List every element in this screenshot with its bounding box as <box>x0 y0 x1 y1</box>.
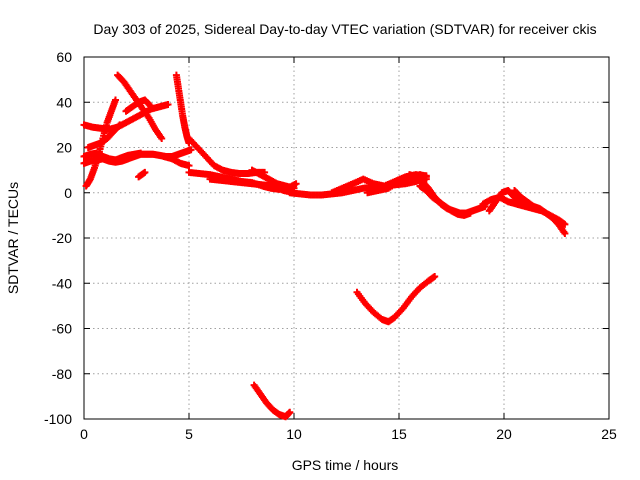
series-arc-s <box>364 171 430 197</box>
x-tick-label: 20 <box>496 426 512 442</box>
x-tick-labels: 0 5 10 15 20 25 <box>80 426 617 442</box>
data-point <box>116 121 124 129</box>
axis-ticks <box>83 56 610 420</box>
y-tick-label: -40 <box>52 275 72 291</box>
series-arc-j <box>160 153 193 170</box>
y-tick-label: 60 <box>56 49 72 65</box>
chart-title: Day 303 of 2025, Sidereal Day-to-day VTE… <box>93 21 596 37</box>
series-arc-u <box>416 182 474 219</box>
y-tick-labels: -100 -80 -60 -40 -20 0 20 40 60 <box>44 49 72 427</box>
data-point <box>466 209 474 217</box>
y-tick-label: 0 <box>64 185 72 201</box>
data-point <box>187 146 195 154</box>
data-point <box>115 122 123 130</box>
data-point <box>561 220 569 228</box>
y-tick-label: 40 <box>56 94 72 110</box>
data-point <box>112 96 119 104</box>
y-tick-label: -100 <box>44 411 72 427</box>
data-series <box>80 71 569 421</box>
data-point <box>422 173 430 181</box>
series-arc-o <box>259 180 300 193</box>
y-axis-label: SDTVAR / TECUs <box>5 182 21 294</box>
data-point <box>561 229 569 237</box>
series-arc-x <box>485 186 531 215</box>
series-arc-y <box>511 186 569 237</box>
series-arc-p <box>250 381 294 421</box>
data-point <box>292 180 300 188</box>
series-arc-v <box>353 272 439 326</box>
x-tick-label: 15 <box>391 426 407 442</box>
x-tick-label: 25 <box>601 426 617 442</box>
data-point <box>141 168 149 176</box>
data-point <box>158 134 166 142</box>
grid-lines <box>84 57 609 419</box>
x-tick-label: 10 <box>286 426 302 442</box>
y-tick-label: -20 <box>52 230 72 246</box>
series-arc-e <box>84 121 124 151</box>
y-tick-label: -80 <box>52 366 72 382</box>
data-point <box>147 103 155 111</box>
series-arc-h <box>135 168 149 181</box>
series-arc-k <box>185 134 269 178</box>
y-tick-label: -60 <box>52 321 72 337</box>
y-tick-label: 20 <box>56 140 72 156</box>
data-point <box>164 101 172 109</box>
series-arc-i <box>172 71 193 147</box>
series-arc-g <box>122 96 155 115</box>
data-point <box>185 162 193 170</box>
data-point <box>286 408 294 416</box>
data-point <box>146 102 154 110</box>
x-axis-label: GPS time / hours <box>292 457 399 473</box>
x-tick-label: 0 <box>80 426 88 442</box>
data-point <box>137 149 145 157</box>
data-point <box>431 272 439 280</box>
x-tick-label: 5 <box>185 426 193 442</box>
